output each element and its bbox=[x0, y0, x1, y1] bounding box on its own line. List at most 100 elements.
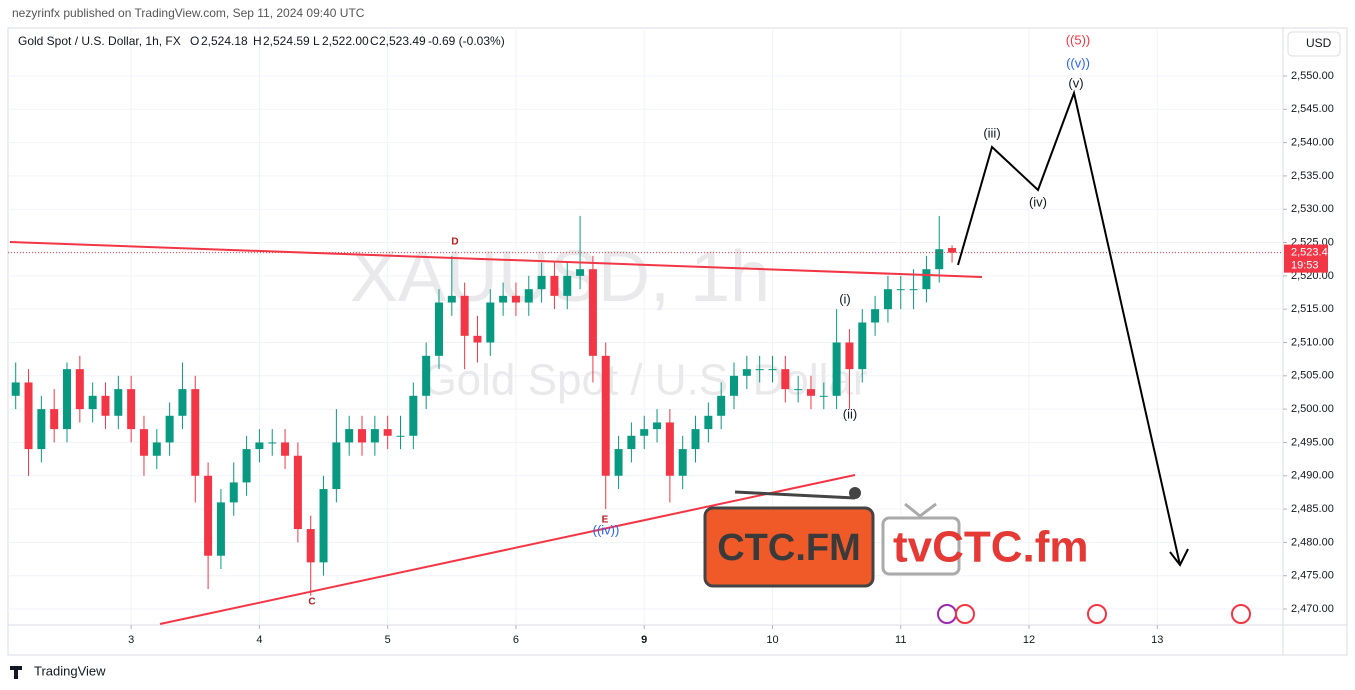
candle-body bbox=[114, 389, 123, 416]
candle-body bbox=[896, 289, 905, 291]
y-tick-label: 2,520.00 bbox=[1291, 270, 1334, 282]
candle-body bbox=[576, 269, 585, 276]
change: -0.69 (-0.03%) bbox=[428, 34, 505, 48]
candle-body bbox=[511, 295, 520, 303]
candle-body bbox=[935, 249, 944, 270]
y-tick-label: 2,540.00 bbox=[1291, 137, 1334, 149]
candle-body bbox=[75, 369, 84, 410]
close-label: C bbox=[370, 34, 379, 48]
candle-body bbox=[794, 389, 803, 391]
candle-body bbox=[524, 289, 533, 303]
candle-body bbox=[63, 369, 72, 430]
y-tick-label: 2,500.00 bbox=[1291, 403, 1334, 415]
candle-body bbox=[948, 248, 957, 253]
candle-body bbox=[768, 369, 777, 371]
candle-body bbox=[883, 289, 892, 310]
y-tick-label: 2,535.00 bbox=[1291, 170, 1334, 182]
published-note: nezyrinfx published on TradingView.com, … bbox=[12, 6, 365, 20]
high-value: 2,524.59 bbox=[263, 34, 310, 48]
candle-body bbox=[499, 295, 508, 303]
currency: USD bbox=[1306, 36, 1332, 50]
last-price-tag bbox=[1284, 244, 1328, 273]
countdown: 19:53 bbox=[1291, 260, 1319, 272]
candle-body bbox=[37, 409, 46, 450]
event-icon[interactable] bbox=[955, 604, 975, 624]
candles bbox=[8, 215, 1283, 596]
wave-projection bbox=[957, 89, 1181, 566]
event-icon[interactable] bbox=[937, 604, 957, 624]
candle-body bbox=[268, 442, 277, 444]
wave-label: (ii) bbox=[843, 406, 857, 421]
candle-body bbox=[216, 502, 225, 556]
axes: 2,470.00 2,475.00 2,480.00 2,485.00 2,490.00… bbox=[128, 70, 1334, 646]
wave-label: (i) bbox=[839, 291, 851, 306]
low-label: L bbox=[313, 34, 320, 48]
wave-label: D bbox=[451, 237, 458, 248]
x-tick-label: 6 bbox=[513, 634, 519, 646]
open-label: O bbox=[190, 34, 199, 48]
candle-body bbox=[717, 395, 726, 416]
candle-body bbox=[665, 422, 674, 476]
y-tick-label: 2,530.00 bbox=[1291, 203, 1334, 215]
x-tick-label: 12 bbox=[1023, 634, 1035, 646]
watermark: XAUUSD, 1h bbox=[350, 237, 770, 317]
watermark-subtitle: Gold Spot / U.S. Dollar bbox=[422, 356, 867, 405]
high-label: H bbox=[253, 34, 262, 48]
candle-body bbox=[191, 389, 200, 476]
candle-body bbox=[152, 442, 161, 456]
logo-antenna-tip bbox=[849, 487, 861, 499]
candle-body bbox=[345, 429, 354, 443]
candle-body bbox=[50, 409, 59, 430]
y-tick-label: 2,505.00 bbox=[1291, 370, 1334, 382]
logo-tv-box bbox=[881, 516, 961, 576]
x-tick-label: 9 bbox=[641, 634, 647, 646]
candle-body bbox=[281, 442, 290, 456]
candle-body bbox=[806, 389, 815, 396]
event-icon[interactable] bbox=[1087, 604, 1107, 624]
logo-tv-antenna bbox=[904, 502, 937, 518]
candle-body bbox=[588, 269, 597, 356]
candle-body bbox=[755, 369, 764, 371]
candle-body bbox=[730, 375, 739, 396]
trend-line-lower bbox=[159, 474, 856, 625]
candle-body bbox=[563, 275, 572, 296]
x-tick-label: 13 bbox=[1151, 634, 1163, 646]
candle-body bbox=[909, 289, 918, 291]
logo-ctcfm-box bbox=[703, 506, 875, 588]
candle-body bbox=[127, 389, 136, 430]
candle-body bbox=[819, 395, 828, 397]
logo-tvctc: tvCTC.fm bbox=[893, 523, 1089, 572]
x-tick-label: 3 bbox=[128, 634, 134, 646]
y-tick-label: 2,550.00 bbox=[1291, 70, 1334, 82]
currency-button[interactable] bbox=[1287, 31, 1341, 57]
candle-body bbox=[396, 435, 405, 437]
y-tick-label: 2,470.00 bbox=[1291, 603, 1334, 615]
candle-body bbox=[627, 435, 636, 450]
candle-body bbox=[614, 449, 623, 476]
candle-body bbox=[358, 429, 367, 443]
candle-body bbox=[11, 382, 20, 396]
candle-body bbox=[781, 369, 790, 390]
wave-label: (v) bbox=[1068, 75, 1083, 90]
wave-label: E bbox=[602, 515, 609, 526]
candle-body bbox=[653, 422, 662, 430]
last-price-label: 2,523.49 bbox=[1291, 247, 1334, 259]
candle-body bbox=[370, 429, 379, 443]
wave-label: C bbox=[308, 597, 315, 608]
x-tick-label: 11 bbox=[895, 634, 906, 646]
candle-body bbox=[473, 335, 482, 343]
event-icon[interactable] bbox=[1231, 604, 1251, 624]
candle-body bbox=[24, 382, 33, 450]
candle-body bbox=[229, 482, 238, 503]
candle-body bbox=[678, 449, 687, 476]
candle-body bbox=[537, 275, 546, 290]
chart-frame bbox=[7, 27, 1348, 656]
candle-body bbox=[640, 429, 649, 436]
candle-body bbox=[922, 269, 931, 290]
symbol: Gold Spot / U.S. Dollar, 1h, FX bbox=[18, 34, 181, 48]
candle-body bbox=[165, 415, 174, 443]
footer-bar bbox=[0, 656, 1355, 690]
candle-body bbox=[293, 455, 302, 530]
